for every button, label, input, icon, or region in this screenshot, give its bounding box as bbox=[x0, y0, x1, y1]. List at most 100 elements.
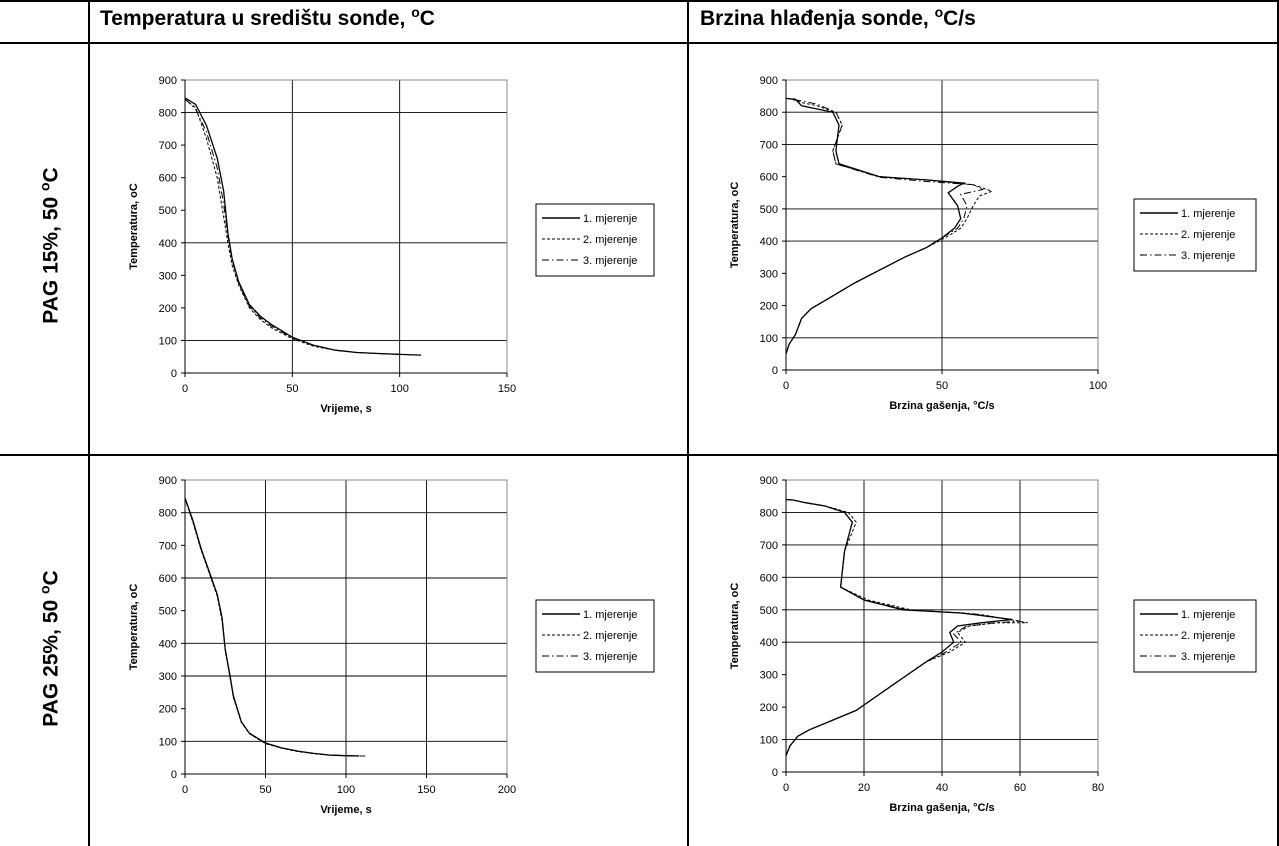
x-tick-label: 0 bbox=[182, 383, 188, 395]
y-tick-label: 0 bbox=[171, 368, 177, 380]
legend-label: 3. mjerenje bbox=[583, 651, 637, 663]
series-line-1 bbox=[785, 498, 1013, 757]
y-axis-label: Temperatura, oC bbox=[729, 182, 741, 269]
y-axis-label: Temperatura, oC bbox=[128, 584, 140, 671]
chart-pag15-cooling-rate: 0 100 200 300 400 500 600 700 800 900 0 50 100 Brzina… bbox=[729, 75, 1257, 412]
y-tick-label: 700 bbox=[159, 140, 177, 152]
y-tick-label: 600 bbox=[760, 172, 778, 184]
y-tick-label: 900 bbox=[760, 75, 778, 87]
series-line-2 bbox=[785, 97, 994, 355]
y-tick-label: 0 bbox=[772, 767, 778, 779]
x-tick-label: 100 bbox=[337, 784, 355, 796]
y-tick-label: 900 bbox=[159, 75, 177, 87]
y-tick-label: 200 bbox=[159, 303, 177, 315]
y-tick-label: 400 bbox=[760, 637, 778, 649]
table-border bbox=[0, 0, 1279, 2]
x-tick-label: 80 bbox=[1092, 782, 1104, 794]
y-tick-label: 100 bbox=[760, 735, 778, 747]
column-header-cooling-rate: Brzina hlađenja sonde, oC/s bbox=[700, 4, 976, 30]
x-tick-label: 40 bbox=[936, 782, 948, 794]
y-tick-label: 300 bbox=[760, 670, 778, 682]
legend-label: 3. mjerenje bbox=[1181, 250, 1235, 262]
y-tick-label: 700 bbox=[159, 540, 177, 552]
y-tick-label: 900 bbox=[760, 475, 778, 487]
legend bbox=[535, 203, 655, 277]
y-tick-label: 100 bbox=[159, 736, 177, 748]
y-tick-label: 600 bbox=[159, 573, 177, 585]
x-tick-label: 0 bbox=[783, 380, 789, 392]
y-tick-label: 200 bbox=[159, 704, 177, 716]
x-tick-label: 150 bbox=[417, 784, 435, 796]
legend-label: 1. mjerenje bbox=[1181, 208, 1235, 220]
y-tick-label: 500 bbox=[159, 205, 177, 217]
y-tick-label: 200 bbox=[760, 301, 778, 313]
legend-label: 2. mjerenje bbox=[1181, 229, 1235, 241]
chart-pag25-temperature-time: 0 100 200 300 400 500 600 700 800 900 0 50 100 150 200… bbox=[128, 475, 655, 816]
y-tick-label: 100 bbox=[760, 333, 778, 345]
series-line-1 bbox=[184, 497, 359, 757]
legend-label: 2. mjerenje bbox=[583, 234, 637, 246]
plot-area bbox=[184, 79, 508, 374]
x-tick-label: 20 bbox=[858, 782, 870, 794]
y-tick-label: 0 bbox=[171, 769, 177, 781]
y-tick-label: 400 bbox=[159, 638, 177, 650]
table-border bbox=[687, 0, 689, 846]
y-tick-label: 400 bbox=[760, 236, 778, 248]
table-border bbox=[0, 42, 1279, 44]
legend bbox=[1133, 599, 1257, 673]
series-line-3 bbox=[785, 97, 985, 355]
y-tick-label: 800 bbox=[159, 108, 177, 120]
legend-label: 1. mjerenje bbox=[583, 609, 637, 621]
x-axis-label: Vrijeme, s bbox=[320, 403, 371, 415]
legend-label: 1. mjerenje bbox=[583, 213, 637, 225]
x-tick-label: 50 bbox=[286, 383, 298, 395]
series-line-3 bbox=[184, 98, 400, 355]
y-tick-label: 600 bbox=[159, 173, 177, 185]
y-tick-label: 300 bbox=[159, 671, 177, 683]
x-axis-label: Vrijeme, s bbox=[320, 804, 371, 816]
x-tick-label: 50 bbox=[259, 784, 271, 796]
x-tick-label: 0 bbox=[783, 782, 789, 794]
x-tick-label: 0 bbox=[182, 784, 188, 796]
y-tick-label: 800 bbox=[760, 507, 778, 519]
x-tick-label: 100 bbox=[1089, 380, 1107, 392]
y-axis-label: Temperatura, oC bbox=[128, 183, 140, 270]
series-line-2 bbox=[184, 99, 400, 355]
x-tick-label: 60 bbox=[1014, 782, 1026, 794]
table-border bbox=[0, 454, 1279, 456]
series-line-2 bbox=[184, 498, 363, 757]
row-header-pag-15: PAG 15%, 50 oC bbox=[36, 167, 63, 324]
y-tick-label: 800 bbox=[159, 508, 177, 520]
y-tick-label: 200 bbox=[760, 702, 778, 714]
y-tick-label: 500 bbox=[760, 204, 778, 216]
legend bbox=[535, 599, 655, 673]
y-tick-label: 500 bbox=[760, 605, 778, 617]
y-tick-label: 900 bbox=[159, 475, 177, 487]
row-header-pag-25: PAG 25%, 50 oC bbox=[36, 570, 63, 727]
legend bbox=[1133, 198, 1257, 272]
y-tick-label: 400 bbox=[159, 238, 177, 250]
y-tick-label: 300 bbox=[760, 268, 778, 280]
x-tick-label: 50 bbox=[936, 380, 948, 392]
legend-label: 3. mjerenje bbox=[583, 255, 637, 267]
x-axis-label: Brzina gašenja, °C/s bbox=[889, 400, 994, 412]
y-tick-label: 500 bbox=[159, 606, 177, 618]
legend-label: 3. mjerenje bbox=[1181, 651, 1235, 663]
y-tick-label: 100 bbox=[159, 335, 177, 347]
x-tick-label: 100 bbox=[390, 383, 408, 395]
series-line-3 bbox=[184, 498, 366, 757]
table-border bbox=[1277, 0, 1279, 846]
series-line-3 bbox=[785, 499, 1021, 756]
y-tick-label: 300 bbox=[159, 270, 177, 282]
y-tick-label: 0 bbox=[772, 365, 778, 377]
y-tick-label: 700 bbox=[760, 540, 778, 552]
series-line-2 bbox=[785, 499, 1028, 756]
legend-label: 2. mjerenje bbox=[1181, 630, 1235, 642]
y-axis-label: Temperatura, oC bbox=[729, 583, 741, 670]
legend-label: 1. mjerenje bbox=[1181, 609, 1235, 621]
x-axis-label: Brzina gašenja, °C/s bbox=[889, 802, 994, 814]
legend-label: 2. mjerenje bbox=[583, 630, 637, 642]
y-tick-label: 600 bbox=[760, 572, 778, 584]
chart-pag25-cooling-rate: 0 100 200 300 400 500 600 700 800 900 0 20 40 60 80 Brz… bbox=[729, 475, 1257, 814]
